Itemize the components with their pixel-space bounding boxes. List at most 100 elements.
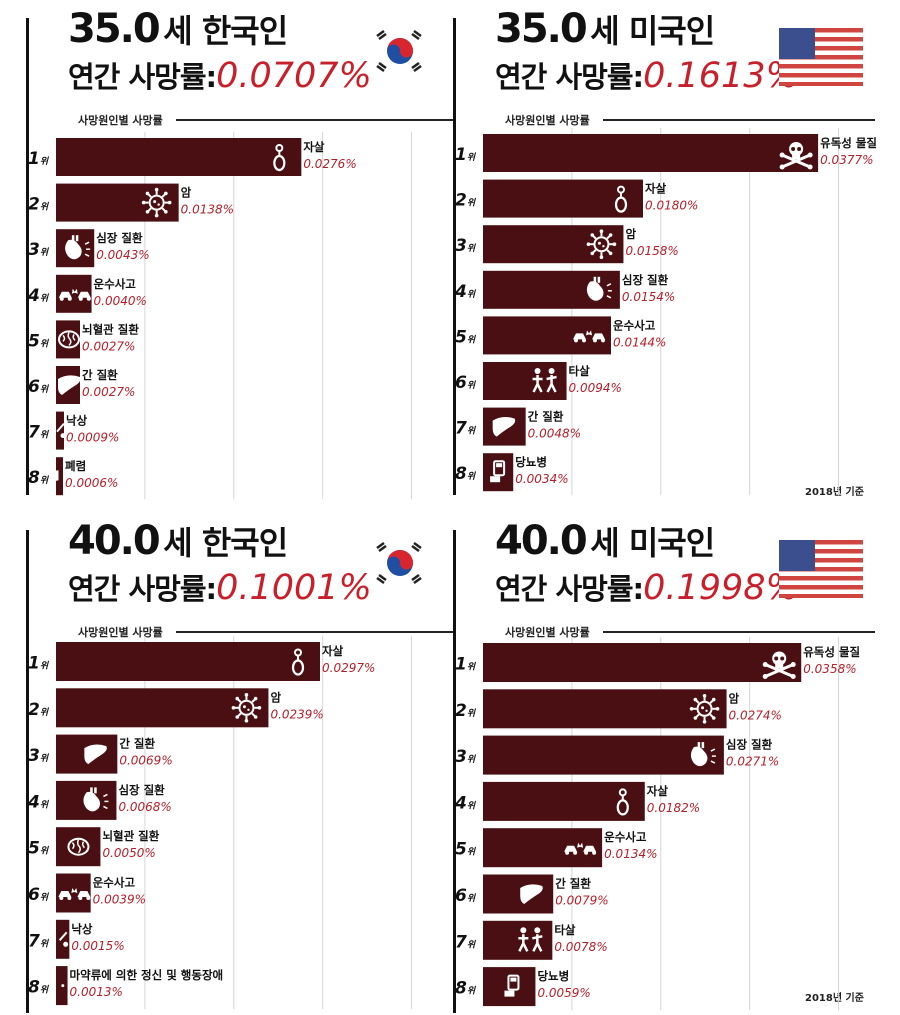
heart-icon — [690, 742, 716, 767]
panel-age: 35.0 — [495, 6, 588, 52]
diabetes-icon — [490, 460, 506, 483]
cancer-icon — [141, 187, 172, 218]
rank-label: 5위 — [455, 840, 477, 860]
car-crash-icon — [58, 288, 91, 301]
chart-subtitle: 사망원인별 사망률 — [78, 114, 163, 127]
car-crash-icon — [564, 842, 597, 855]
rank-label: 4위 — [27, 792, 50, 812]
car-crash-icon — [573, 330, 605, 343]
subtitle-rule — [176, 119, 454, 121]
category-label: 타살 — [569, 364, 591, 378]
panel-title-text: 세 한국인 — [163, 12, 288, 50]
value-label: 0.0158% — [625, 244, 678, 258]
bar — [483, 689, 727, 729]
liver-icon — [492, 417, 516, 437]
panel-rate: 연간 사망률:0.1998% — [495, 566, 799, 608]
cancer-icon — [231, 693, 262, 723]
bar-chart: 1위 자살 0.0297% 2위 암 0.0239% 3위 간 질환 0.0069% 4위 심장 질… — [27, 636, 413, 1010]
value-label: 0.0138% — [181, 203, 234, 217]
bar — [56, 411, 64, 450]
value-label: 0.0027% — [82, 339, 135, 353]
rank-label: 1위 — [28, 149, 50, 169]
bar — [483, 781, 645, 821]
rank-label: 8위 — [455, 464, 477, 484]
value-label: 0.0043% — [96, 248, 149, 262]
bar — [483, 453, 514, 492]
category-label: 자살 — [322, 644, 344, 658]
panel-title-text: 세 한국인 — [163, 524, 288, 562]
category-label: 마약류에 의한 정신 및 행동장애 — [70, 968, 224, 982]
usa-flag-icon — [779, 540, 863, 598]
panel-age: 40.0 — [495, 518, 588, 564]
category-label: 자살 — [647, 784, 669, 798]
liver-icon — [520, 884, 543, 904]
fall-icon — [58, 931, 69, 947]
bar — [56, 457, 63, 496]
rate-label: 연간 사망률: — [495, 572, 644, 606]
rate-value: 0.1613% — [643, 56, 799, 96]
heart-icon — [83, 787, 109, 812]
value-label: 0.0180% — [645, 199, 698, 213]
usa-flag-icon — [779, 28, 863, 86]
panel-title: 40.0 세 미국인 — [495, 518, 715, 564]
rank-label: 8위 — [28, 978, 50, 998]
value-label: 0.0039% — [93, 893, 146, 907]
panel-title-text: 세 미국인 — [590, 524, 715, 562]
lungs-icon — [50, 470, 59, 483]
value-label: 0.0094% — [569, 381, 622, 395]
rank-label: 1위 — [28, 654, 50, 674]
poison-icon — [779, 142, 813, 170]
rate-label: 연간 사망률: — [495, 60, 644, 94]
rank-label: 4위 — [454, 793, 477, 813]
value-label: 0.0182% — [647, 801, 700, 815]
rank-label: 4위 — [27, 286, 50, 306]
panel-axis-line — [453, 530, 456, 1013]
panel-rate: 연간 사망률:0.1613% — [495, 54, 799, 96]
rank-label: 5위 — [455, 327, 477, 347]
value-label: 0.0078% — [554, 940, 607, 954]
rate-label: 연간 사망률: — [68, 60, 217, 94]
homicide-icon — [532, 368, 557, 393]
rank-label: 6위 — [455, 886, 477, 906]
value-label: 0.0274% — [729, 708, 782, 722]
category-label: 간 질환 — [119, 737, 155, 751]
bar — [483, 179, 643, 218]
category-label: 뇌혈관 질환 — [102, 829, 159, 843]
value-label: 0.0358% — [803, 662, 856, 676]
panel-title-text: 세 미국인 — [590, 12, 715, 50]
panel-title: 40.0 세 한국인 — [68, 518, 288, 564]
bar — [483, 134, 819, 172]
value-label: 0.0027% — [82, 385, 135, 399]
rank-label: 6위 — [455, 373, 477, 393]
value-label: 0.0276% — [303, 157, 356, 171]
rank-label: 3위 — [455, 747, 477, 767]
brain-icon — [67, 837, 90, 856]
bar — [483, 316, 611, 355]
category-label: 유독성 물질 — [820, 136, 877, 150]
panel-axis-line — [453, 18, 456, 495]
category-label: 간 질환 — [555, 877, 591, 891]
category-label: 심장 질환 — [96, 231, 143, 245]
rank-label: 2위 — [455, 191, 477, 211]
bar — [483, 828, 603, 868]
suicide-icon — [616, 788, 629, 816]
liver-icon — [58, 375, 81, 395]
subtitle-rule — [603, 119, 875, 121]
bar — [56, 183, 179, 222]
rank-label: 7위 — [28, 931, 50, 951]
value-label: 0.0013% — [70, 985, 123, 999]
bar — [56, 642, 320, 681]
category-label: 암 — [729, 691, 740, 705]
value-label: 0.0297% — [322, 661, 375, 675]
bar — [56, 827, 101, 867]
rank-label: 8위 — [28, 468, 50, 488]
panel-age: 35.0 — [68, 6, 161, 52]
rank-label: 5위 — [28, 839, 50, 859]
value-label: 0.0040% — [94, 294, 147, 308]
panel-axis-line — [26, 530, 29, 1013]
homicide-icon — [518, 927, 543, 952]
rank-label: 2위 — [28, 195, 50, 215]
chart-subtitle: 사망원인별 사망률 — [505, 114, 590, 127]
rank-label: 3위 — [28, 746, 50, 766]
korea-flag-icon — [372, 540, 428, 586]
